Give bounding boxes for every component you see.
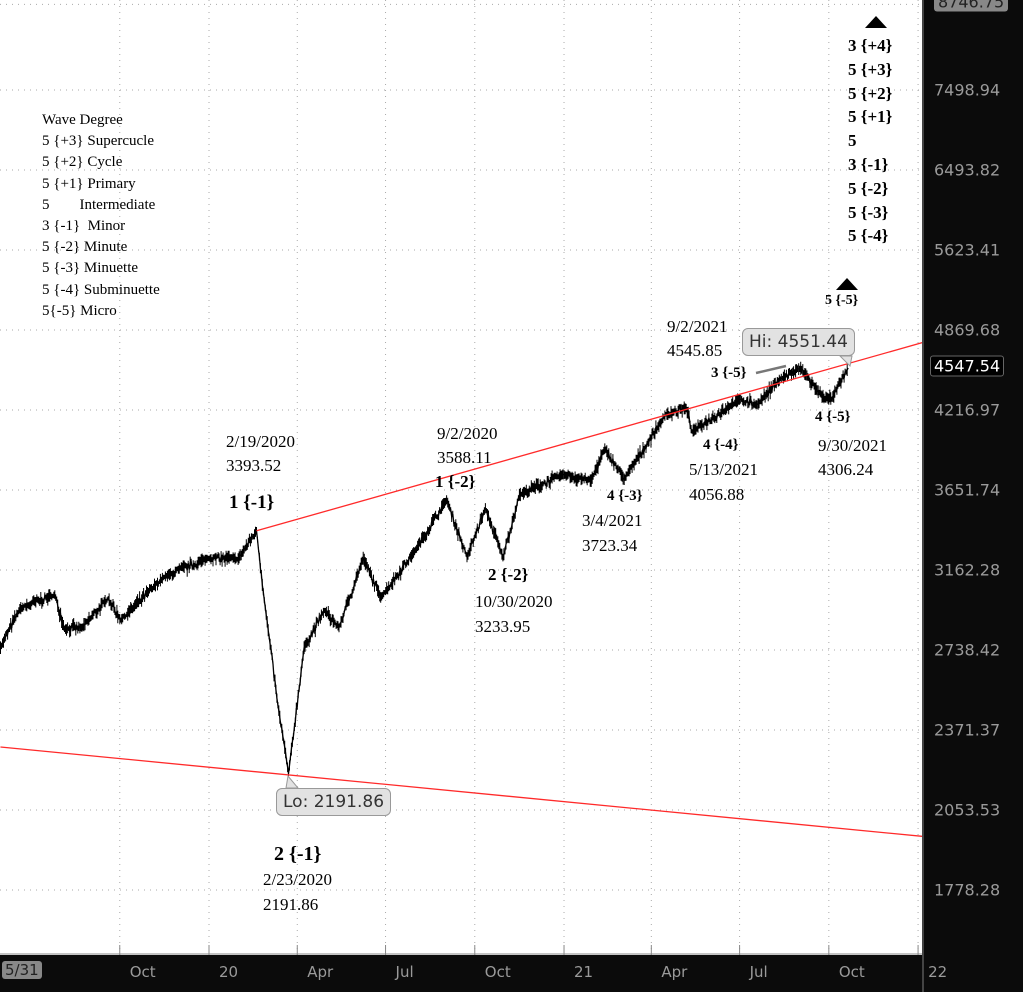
value-label: 4545.85 <box>667 341 723 360</box>
wave-count-item: 5 {-2} <box>848 178 889 198</box>
date-label: 2/23/2020 <box>263 870 332 889</box>
wave-count-item: 5 {+3} <box>848 59 893 79</box>
wave-count-stack: 3 {+4} 5 {+3} 5 {+2} 5 {+1} 5 3 {-1} 5 {-2} 5 {… <box>848 34 892 248</box>
y-tick-label: 2371.37 <box>934 720 1001 740</box>
wave-count-item: 5 <box>848 131 857 151</box>
x-tick-label: 20 <box>219 963 239 981</box>
x-tick-label: Oct <box>484 963 511 981</box>
y-tick-label: 5623.41 <box>934 240 1001 260</box>
legend-item: 5 {-4} Subminuette <box>42 281 160 298</box>
y-tick-label: 4869.68 <box>934 320 1001 340</box>
wave-label: 5 {-5} <box>825 293 859 308</box>
wave-count-item: 3 {-1} <box>848 154 889 174</box>
x-tick-label: Apr <box>307 963 334 981</box>
legend-item: 5{-5} Micro <box>42 302 117 319</box>
date-label: 10/30/2020 <box>475 592 553 611</box>
wave-pointer-line <box>755 364 787 375</box>
y-tick-label: 2738.42 <box>934 640 1001 660</box>
wave-label: 2 {-2} <box>488 565 529 584</box>
wave-count-item: 5 {+2} <box>848 83 893 103</box>
value-label: 3393.52 <box>226 456 282 475</box>
legend-item: 3 {-1} Minor <box>42 218 126 235</box>
wave-label: 1 {-2} <box>435 472 476 491</box>
wave-count-item: 3 {+4} <box>848 36 893 55</box>
y-tick-label: 4216.97 <box>934 400 1001 420</box>
up-triangle-icon <box>865 16 887 28</box>
chart-plot-area[interactable]: Wave Degree 5 {+3} Supercucle 5 {+2} Cycl… <box>0 0 1023 955</box>
wave-degree-legend: Wave Degree 5 {+3} Supercucle 5 {+2} Cycl… <box>42 110 160 322</box>
value-label: 4056.88 <box>689 485 745 504</box>
value-label: 3723.34 <box>582 536 638 555</box>
wave-label: 4 {-5} <box>815 409 851 425</box>
value-label: 4306.24 <box>818 460 874 479</box>
callout-pointer <box>838 355 853 368</box>
x-tick-label: Jul <box>749 963 768 981</box>
x-start-label: 5/31 <box>2 961 42 979</box>
x-tick-label: 22 <box>928 963 948 981</box>
x-tick-label: Jul <box>395 963 414 981</box>
y-tick-label: 2053.53 <box>934 800 1001 820</box>
price-line <box>0 367 849 774</box>
price-bars <box>0 361 848 777</box>
time-axis[interactable]: 5/31 Oct 20 Apr Jul Oct 21 Apr Jul Oct 22 <box>0 955 947 992</box>
wave-label: 4 {-3} <box>607 488 643 504</box>
high-callout: Hi: 4551.44 <box>742 328 855 356</box>
price-axis[interactable]: 8746.75 7498.94 6493.82 5623.41 4869.68 4216.… <box>922 0 1023 992</box>
value-label: 2191.86 <box>263 895 319 914</box>
y-tick-label: 3162.28 <box>934 560 1001 580</box>
date-label: 9/30/2021 <box>818 436 887 455</box>
wave-count-item: 5 {+1} <box>848 107 893 127</box>
wave-count-item: 5 {-3} <box>848 202 889 222</box>
x-tick-label: Oct <box>129 963 156 981</box>
low-callout: Lo: 2191.86 <box>276 788 392 816</box>
y-tick-label: 7498.94 <box>934 80 1001 100</box>
up-triangle-icon <box>836 278 858 290</box>
x-tick-label: Oct <box>838 963 865 981</box>
y-tick-label: 1778.28 <box>934 880 1001 900</box>
price-chart-svg <box>0 0 1023 955</box>
date-label: 9/2/2020 <box>437 424 498 443</box>
legend-item: 5 {-3} Minuette <box>42 260 139 277</box>
legend-item: 5 Intermediate <box>42 196 156 213</box>
value-label: 3588.11 <box>437 448 492 467</box>
wave-label: 2 {-1} <box>274 843 322 865</box>
wave-label: 4 {-4} <box>703 437 739 453</box>
wave-label: 3 {-5} <box>711 365 747 381</box>
date-label: 5/13/2021 <box>689 460 758 479</box>
wave-count-item: 5 {-4} <box>848 226 889 246</box>
value-label: 3233.95 <box>475 617 531 636</box>
legend-title: Wave Degree <box>42 112 123 128</box>
y-tick-label: 6493.82 <box>934 160 1001 180</box>
legend-item: 5 {+1} Primary <box>42 175 136 192</box>
callout-pointer <box>285 774 300 789</box>
y-tick-label: 3651.74 <box>934 480 1001 500</box>
legend-item: 5 {-2} Minute <box>42 239 128 256</box>
date-label: 2/19/2020 <box>226 432 295 451</box>
date-label: 9/2/2021 <box>667 317 728 336</box>
x-tick-label: Apr <box>661 963 688 981</box>
legend-item: 5 {+2} Cycle <box>42 154 123 171</box>
wave-label: 1 {-1} <box>229 492 275 513</box>
current-price-label: 4547.54 <box>930 355 1005 377</box>
trendline <box>0 746 1023 847</box>
y-tick-label: 8746.75 <box>934 0 1009 12</box>
date-label: 3/4/2021 <box>582 511 643 530</box>
x-tick-label: 21 <box>574 963 594 981</box>
legend-item: 5 {+3} Supercucle <box>42 133 154 150</box>
